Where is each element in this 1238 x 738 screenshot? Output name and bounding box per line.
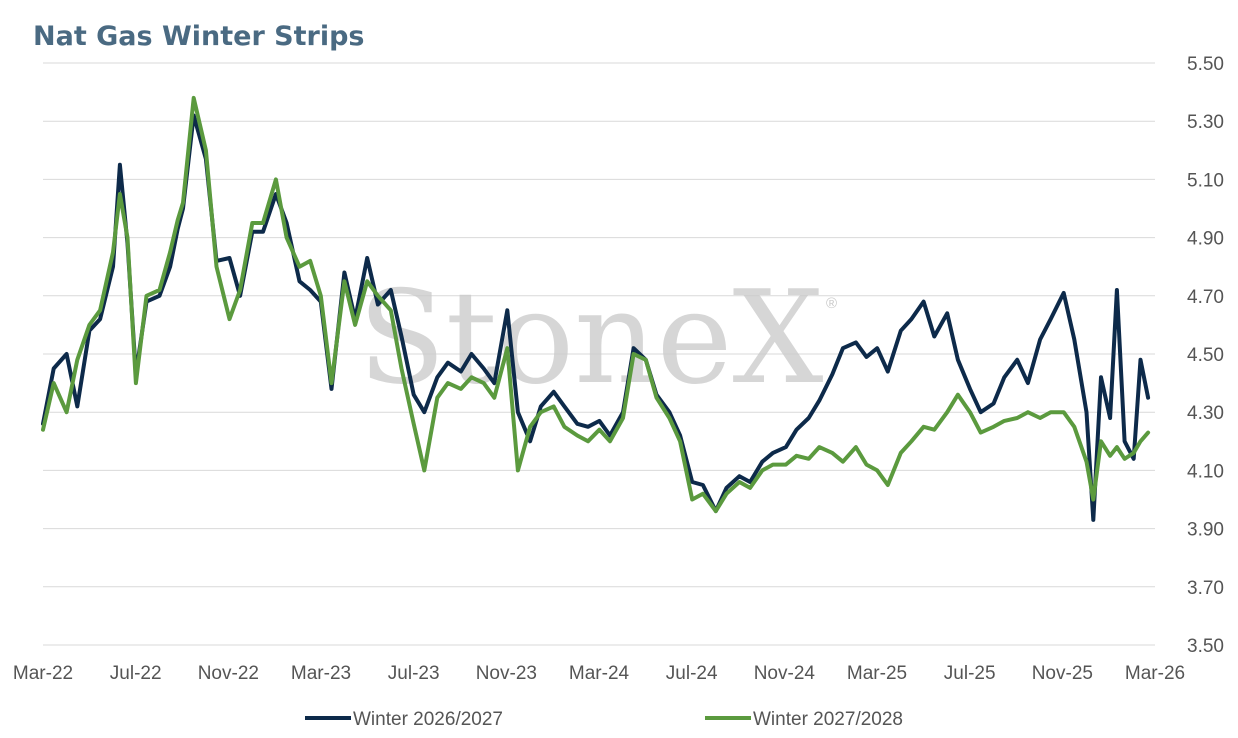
y-tick-label: 5.10 bbox=[1187, 170, 1224, 191]
x-tick-label: Mar-24 bbox=[569, 663, 630, 684]
y-tick-label: 3.50 bbox=[1187, 636, 1224, 657]
x-axis: Mar-22 Jul-22 Nov-22 Mar-23 Jul-23 Nov-23 Mar-… bbox=[13, 663, 1185, 684]
y-tick-label: 4.50 bbox=[1187, 345, 1224, 366]
y-tick-label: 4.30 bbox=[1187, 403, 1224, 424]
watermark-registered-mark: ® bbox=[826, 295, 837, 312]
y-axis: 3.50 3.70 3.90 4.10 4.30 4.50 4.70 4.90 5.10 5.30… bbox=[1187, 54, 1224, 657]
x-tick-label: Nov-25 bbox=[1032, 663, 1093, 684]
legend-label: Winter 2027/2028 bbox=[753, 709, 903, 730]
x-tick-label: Jul-25 bbox=[944, 663, 996, 684]
watermark-text: StoneX bbox=[358, 264, 824, 413]
x-tick-label: Mar-26 bbox=[1125, 663, 1185, 684]
x-tick-label: Jul-24 bbox=[666, 663, 718, 684]
chart-title: Nat Gas Winter Strips bbox=[33, 21, 365, 52]
legend-label: Winter 2026/2027 bbox=[353, 709, 503, 730]
x-tick-label: Mar-25 bbox=[847, 663, 907, 684]
watermark: StoneX ® bbox=[358, 264, 837, 413]
x-tick-label: Nov-22 bbox=[198, 663, 259, 684]
x-tick-label: Jul-22 bbox=[110, 663, 162, 684]
y-tick-label: 3.70 bbox=[1187, 578, 1224, 599]
y-tick-label: 4.70 bbox=[1187, 287, 1224, 308]
x-tick-label: Nov-24 bbox=[754, 663, 816, 684]
plot-area bbox=[41, 95, 1151, 522]
y-tick-label: 5.30 bbox=[1187, 112, 1224, 133]
series-line-2 bbox=[41, 95, 1151, 514]
legend: Winter 2026/2027 Winter 2027/2028 bbox=[305, 709, 903, 730]
y-tick-label: 5.50 bbox=[1187, 54, 1224, 75]
y-tick-label: 4.10 bbox=[1187, 461, 1224, 482]
y-tick-label: 4.90 bbox=[1187, 229, 1224, 250]
x-tick-label: Mar-23 bbox=[291, 663, 351, 684]
x-tick-label: Nov-23 bbox=[476, 663, 537, 684]
x-tick-label: Jul-23 bbox=[388, 663, 440, 684]
x-tick-label: Mar-22 bbox=[13, 663, 73, 684]
gridlines bbox=[43, 62, 1155, 646]
y-tick-label: 3.90 bbox=[1187, 520, 1224, 541]
